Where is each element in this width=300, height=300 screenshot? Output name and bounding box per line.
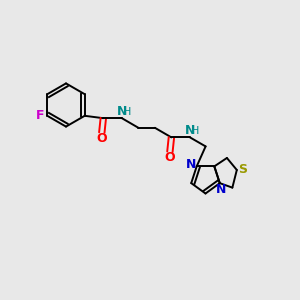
Text: O: O bbox=[97, 132, 107, 145]
Text: N: N bbox=[117, 105, 128, 118]
Text: S: S bbox=[238, 164, 247, 176]
Text: H: H bbox=[191, 126, 200, 136]
Text: H: H bbox=[123, 106, 131, 117]
Text: O: O bbox=[165, 151, 175, 164]
Text: N: N bbox=[185, 124, 196, 137]
Text: N: N bbox=[186, 158, 196, 171]
Text: N: N bbox=[216, 183, 226, 196]
Text: F: F bbox=[36, 109, 45, 122]
